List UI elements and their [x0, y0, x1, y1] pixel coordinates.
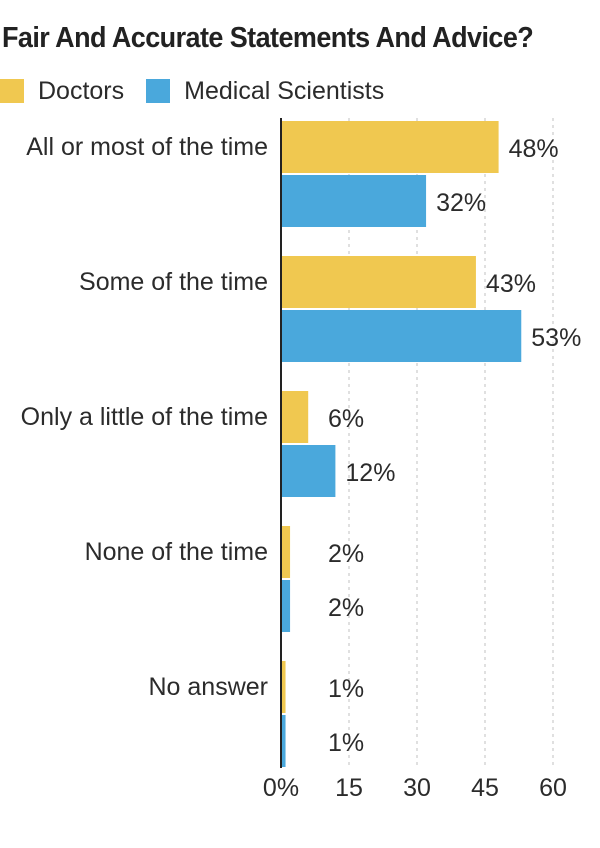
data-label: 12% — [345, 459, 395, 487]
bar-medical-scientists — [281, 580, 291, 632]
bar-doctors — [281, 256, 476, 308]
x-tick-label: 30 — [403, 774, 431, 802]
data-label: 43% — [486, 270, 536, 298]
bar-medical-scientists — [281, 715, 286, 767]
category-label: Only a little of the time — [21, 403, 268, 431]
x-tick-label: 60 — [539, 774, 567, 802]
data-label: 6% — [328, 405, 364, 433]
category-label: All or most of the time — [26, 133, 268, 161]
data-label: 1% — [328, 729, 364, 757]
x-tick-label: 45 — [471, 774, 499, 802]
legend-label-doctors: Doctors — [38, 76, 125, 105]
chart-title: Fair And Accurate Statements And Advice? — [2, 22, 534, 54]
legend-item-doctors: Doctors — [0, 77, 124, 106]
category-label: None of the time — [85, 538, 268, 566]
bar-medical-scientists — [281, 445, 336, 497]
category-label: No answer — [149, 673, 269, 701]
x-tick-label: 15 — [335, 774, 363, 802]
legend-label-medical-scientists: Medical Scientists — [184, 76, 385, 105]
bar-medical-scientists — [281, 175, 427, 227]
bar-doctors — [281, 526, 291, 578]
data-label: 48% — [509, 135, 559, 163]
data-label: 53% — [531, 324, 581, 352]
category-label: Some of the time — [79, 268, 268, 296]
bar-doctors — [281, 121, 499, 173]
bar-doctors — [281, 661, 286, 713]
data-label: 1% — [328, 675, 364, 703]
legend-swatch-doctors — [0, 79, 24, 103]
legend: Doctors Medical Scientists — [0, 76, 406, 106]
data-label: 32% — [436, 189, 486, 217]
x-tick-label: 0% — [263, 774, 299, 802]
legend-swatch-medical-scientists — [146, 79, 171, 103]
bar-doctors — [281, 391, 309, 443]
bar-medical-scientists — [281, 310, 522, 362]
data-label: 2% — [328, 540, 364, 568]
legend-item-medical-scientists: Medical Scientists — [146, 77, 384, 106]
data-label: 2% — [328, 594, 364, 622]
